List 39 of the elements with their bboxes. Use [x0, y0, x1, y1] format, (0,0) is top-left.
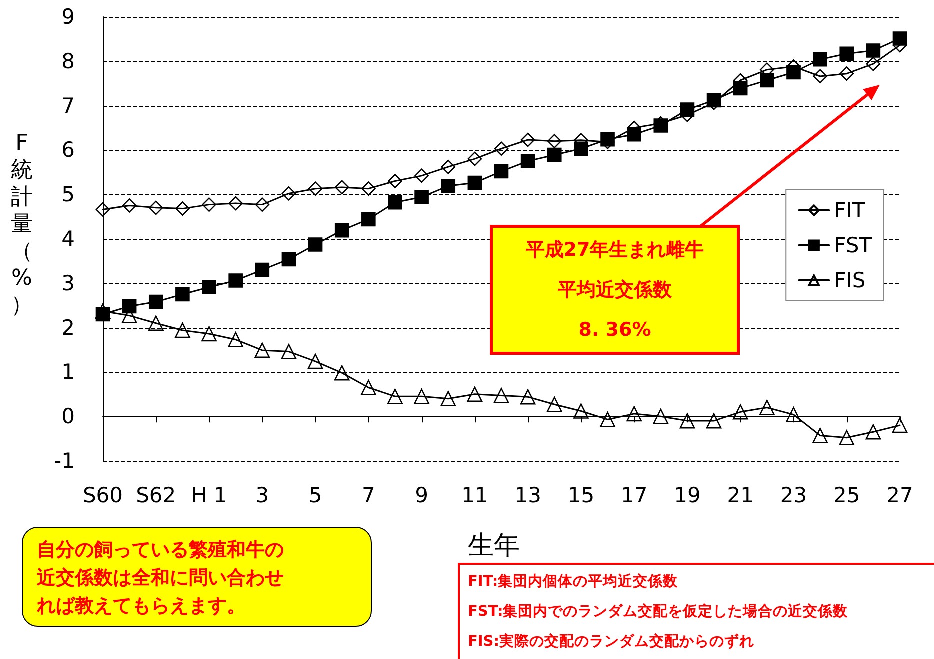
x-tick-label: 23	[780, 484, 808, 508]
x-tick-label: 17	[620, 484, 648, 508]
y-tick-label: 7	[62, 94, 75, 118]
x-tick-label: 9	[415, 484, 428, 508]
y-tick-label: 0	[62, 404, 75, 429]
x-axis-title: 生年	[468, 530, 520, 563]
y-tick-label: 8	[62, 49, 75, 74]
y-tick-label: 6	[62, 138, 75, 162]
y-tick-label: -1	[54, 449, 75, 473]
annotation: 8. 36%	[578, 318, 652, 343]
x-tick-label: 13	[514, 484, 542, 508]
x-tick-label: 7	[362, 484, 376, 508]
legend-label: FIS	[834, 268, 866, 292]
text: FIS:実際の交配のランダム交配からのずれ	[468, 632, 756, 652]
text: FST:集団内でのランダム交配を仮定した場合の近交係数	[468, 602, 850, 622]
x-tick-label: H 1	[191, 484, 228, 508]
x-tick-label: S62	[136, 484, 176, 508]
legend-label: FIT	[834, 198, 866, 222]
y-tick-label: 2	[62, 316, 75, 340]
text: FIT:集団内個体の平均近交係数	[468, 572, 680, 592]
legend-label: FST	[834, 234, 872, 258]
x-tick-label: 19	[674, 484, 701, 508]
x-tick-label: 21	[727, 484, 754, 508]
y-tick-label: 9	[62, 5, 75, 29]
x-tick-label: 27	[886, 484, 914, 508]
y-tick-label: 3	[62, 271, 75, 296]
x-tick-label: 3	[256, 484, 270, 508]
x-tick-label: 25	[834, 484, 860, 508]
y-tick-label: 1	[62, 360, 75, 384]
y-tick-label: 4	[62, 227, 75, 251]
annotation: 平均近交係数	[557, 278, 673, 303]
y-axis-title: F統計量（%）	[10, 130, 34, 319]
x-tick-label: 5	[308, 484, 322, 508]
y-tick-label: 5	[62, 182, 75, 207]
x-tick-label: S60	[82, 484, 124, 508]
x-tick-label: 15	[568, 484, 595, 508]
annotation: 平成27年生まれ雌牛	[524, 238, 706, 263]
text: 自分の飼っている繁殖和牛の近交係数は全和に問い合わせれば教えてもらえます。	[37, 538, 285, 619]
x-tick-label: 11	[462, 484, 488, 508]
